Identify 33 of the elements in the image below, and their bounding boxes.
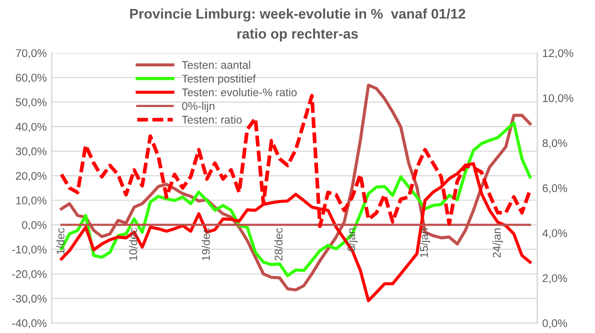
y2-tick-label: 4,0% xyxy=(542,229,568,238)
y-tick-label: -40,0% xyxy=(12,319,47,328)
legend-label: Testen: ratio xyxy=(182,115,242,124)
y-tick-label: 30,0% xyxy=(16,147,47,157)
y2-tick-label: 0,0% xyxy=(542,319,568,328)
x-tick-label: 15/jan xyxy=(420,228,430,258)
y2-tick-label: 6,0% xyxy=(542,184,568,194)
chart-title: Provincie Limburg: week-evolutie in % vanaf 01/12 xyxy=(130,8,466,22)
x-tick-label: 19/dec xyxy=(202,228,210,260)
legend-label: Testen: evolutie-% ratio xyxy=(182,88,297,96)
legend-label: Testen postitief xyxy=(182,74,256,85)
y-tick-label: 70,0% xyxy=(16,49,47,58)
x-tick-label: 10/dec xyxy=(128,228,138,260)
y-tick-label: 60,0% xyxy=(16,74,47,83)
y-tick-label: 0,0% xyxy=(22,221,47,230)
y2-tick-label: 2,0% xyxy=(542,274,568,284)
y2-tick-label: 8,0% xyxy=(542,139,568,148)
x-tick-label: 24/jan xyxy=(492,228,503,258)
chart-subtitle: ratio op rechter-as xyxy=(237,28,358,42)
y-tick-label: -30,0% xyxy=(12,294,47,304)
legend-label: Testen: aantal xyxy=(182,60,250,69)
y-tick-label: 10,0% xyxy=(16,196,47,206)
y-tick-label: 20,0% xyxy=(16,172,47,182)
x-tick-label: 1/dec xyxy=(56,228,64,254)
y2-tick-label: 10,0% xyxy=(542,94,574,104)
y-tick-label: 40,0% xyxy=(16,122,47,132)
legend-label: 0%-lijn xyxy=(182,102,214,112)
y2-tick-label: 12,0% xyxy=(542,49,574,58)
y-tick-label: -10,0% xyxy=(12,246,47,255)
x-tick-label: 6/jan xyxy=(347,228,358,252)
y-tick-label: 50,0% xyxy=(16,98,47,108)
y-tick-label: -20,0% xyxy=(12,270,47,280)
x-tick-label: 28/dec xyxy=(274,228,283,261)
